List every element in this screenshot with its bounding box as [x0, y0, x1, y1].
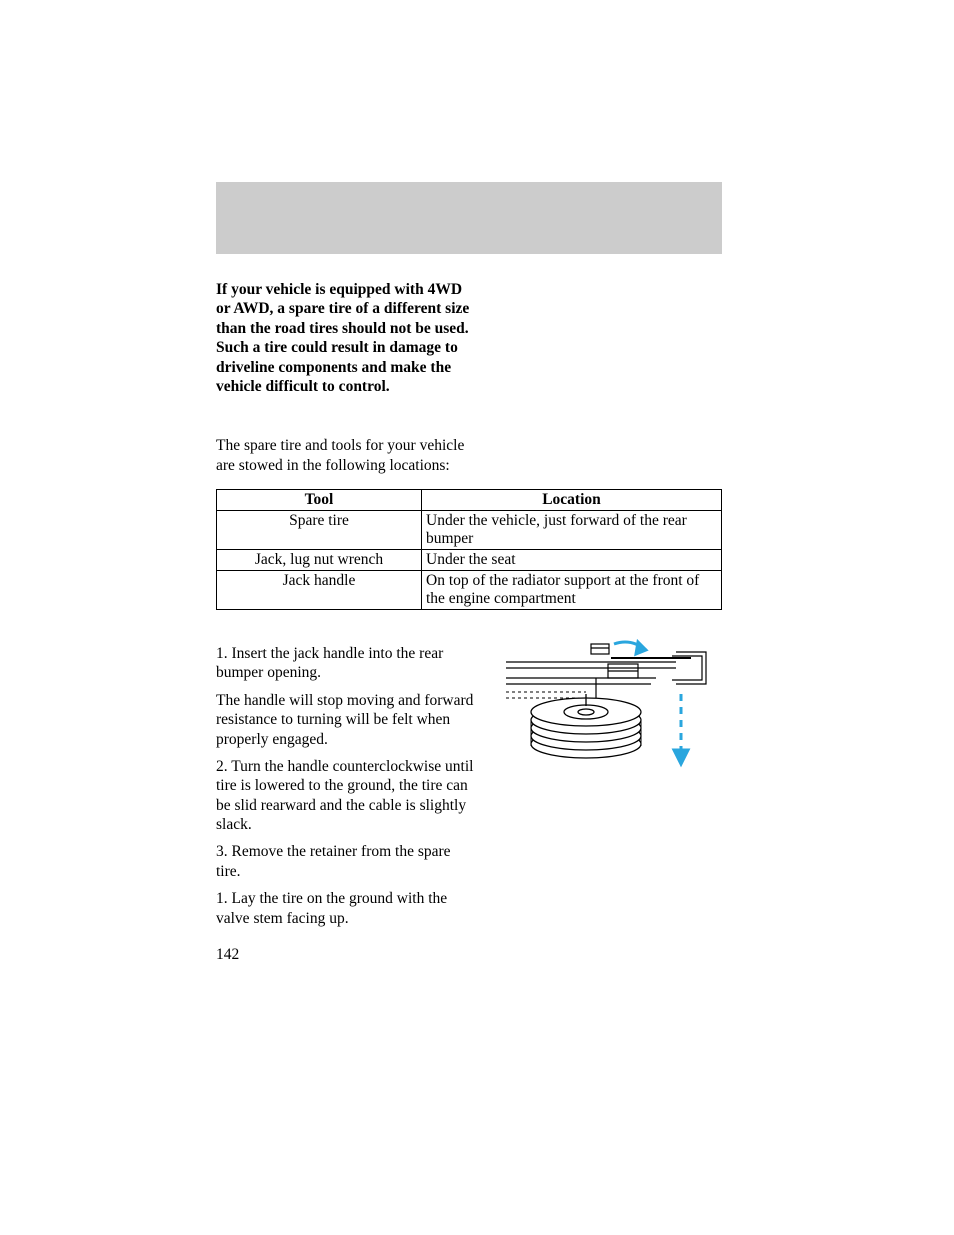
cell-tool: Spare tire	[217, 511, 422, 550]
instructions-with-diagram: 1. Insert the jack handle into the rear …	[216, 644, 722, 889]
cell-tool: Jack handle	[217, 571, 422, 610]
step-2: 2. Turn the handle counterclockwise unti…	[216, 757, 476, 835]
table-row: Spare tire Under the vehicle, just forwa…	[217, 511, 722, 550]
table-header-location: Location	[422, 490, 722, 511]
step-1-note: The handle will stop moving and forward …	[216, 691, 476, 749]
cell-location: Under the vehicle, just forward of the r…	[422, 511, 722, 550]
cell-location: On top of the radiator support at the fr…	[422, 571, 722, 610]
stow-step-1: 1. Lay the tire on the ground with the v…	[216, 889, 476, 928]
manual-page: If your vehicle is equipped with 4WD or …	[216, 182, 722, 964]
table-row: Jack, lug nut wrench Under the seat	[217, 550, 722, 571]
warning-text: If your vehicle is equipped with 4WD or …	[216, 280, 476, 396]
table-header-tool: Tool	[217, 490, 422, 511]
cell-location: Under the seat	[422, 550, 722, 571]
page-number: 142	[216, 946, 722, 964]
tool-location-table: Tool Location Spare tire Under the vehic…	[216, 489, 722, 610]
step-1: 1. Insert the jack handle into the rear …	[216, 644, 476, 683]
section-header-banner	[216, 182, 722, 254]
instructions-column: 1. Insert the jack handle into the rear …	[216, 644, 476, 889]
spare-tire-diagram	[496, 634, 720, 784]
intro-paragraph: The spare tire and tools for your vehicl…	[216, 436, 486, 475]
step-3: 3. Remove the retainer from the spare ti…	[216, 842, 476, 881]
cell-tool: Jack, lug nut wrench	[217, 550, 422, 571]
table-row: Jack handle On top of the radiator suppo…	[217, 571, 722, 610]
diagram-column	[496, 644, 722, 889]
